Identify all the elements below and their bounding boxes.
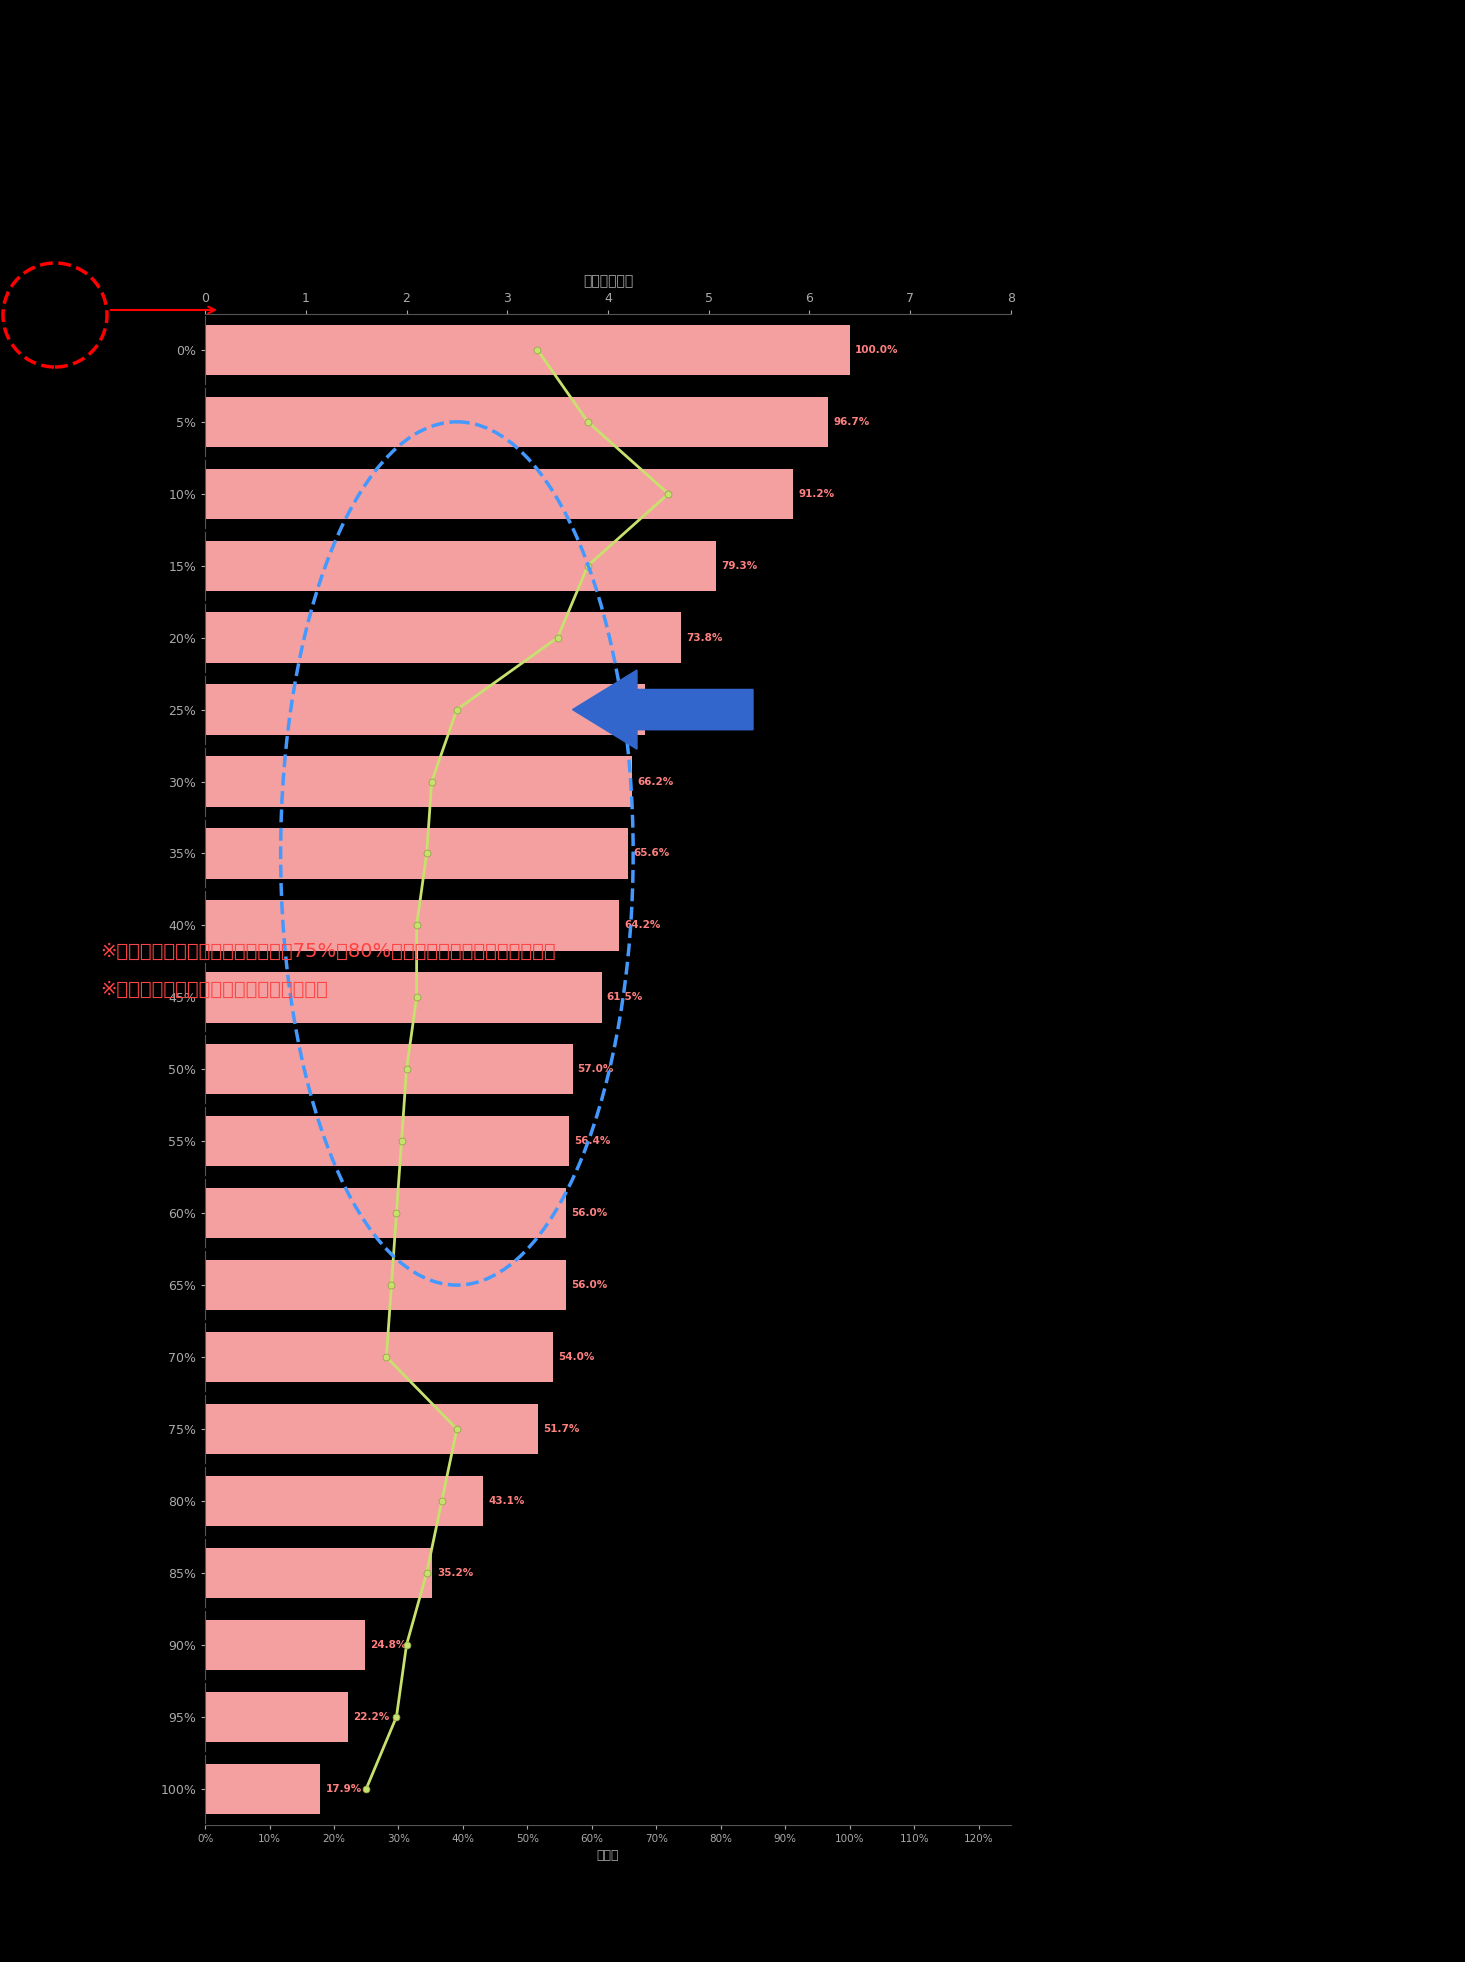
- Bar: [205, 1187, 565, 1238]
- Bar: [205, 1332, 554, 1381]
- Polygon shape: [573, 669, 753, 749]
- Bar: [205, 828, 628, 879]
- Text: 43.1%: 43.1%: [488, 1495, 524, 1507]
- Bar: [205, 1116, 568, 1165]
- Text: 91.2%: 91.2%: [798, 489, 834, 498]
- Text: 96.7%: 96.7%: [834, 416, 870, 428]
- Text: 56.0%: 56.0%: [571, 1279, 608, 1291]
- Text: 64.2%: 64.2%: [624, 920, 661, 930]
- Bar: [205, 612, 681, 663]
- Text: 54.0%: 54.0%: [558, 1352, 595, 1362]
- Bar: [205, 755, 631, 806]
- Text: 79.3%: 79.3%: [721, 561, 757, 571]
- Bar: [205, 1691, 349, 1742]
- X-axis label: 平均閲覧時間: 平均閲覧時間: [583, 275, 633, 288]
- Bar: [205, 685, 646, 734]
- Text: 61.5%: 61.5%: [607, 993, 643, 1003]
- Bar: [205, 1548, 432, 1597]
- Text: 73.8%: 73.8%: [686, 632, 722, 644]
- Bar: [205, 324, 850, 375]
- Bar: [205, 469, 793, 518]
- Bar: [205, 1621, 365, 1670]
- Text: 35.2%: 35.2%: [437, 1568, 473, 1577]
- Text: ※平均閲覧時間がぐっと落ちる箇所が減少: ※平均閲覧時間がぐっと落ちる箇所が減少: [100, 979, 328, 999]
- Text: 56.4%: 56.4%: [574, 1136, 611, 1146]
- Text: 56.0%: 56.0%: [571, 1209, 608, 1218]
- Text: 100.0%: 100.0%: [856, 345, 898, 355]
- Text: 17.9%: 17.9%: [325, 1783, 362, 1793]
- Bar: [205, 1044, 573, 1095]
- Bar: [205, 901, 618, 950]
- Bar: [205, 1405, 538, 1454]
- Bar: [205, 1475, 483, 1526]
- Text: 51.7%: 51.7%: [544, 1424, 580, 1434]
- Text: 57.0%: 57.0%: [577, 1063, 614, 1075]
- Bar: [205, 1764, 321, 1813]
- Bar: [205, 971, 602, 1022]
- Text: 66.2%: 66.2%: [637, 777, 674, 787]
- Text: ※ユーザーの離脱が緩やかになり、75%～80%地点まで半数のユーザーが到達: ※ユーザーの離脱が緩やかになり、75%～80%地点まで半数のユーザーが到達: [100, 942, 555, 961]
- Text: 24.8%: 24.8%: [371, 1640, 406, 1650]
- Text: 65.6%: 65.6%: [633, 848, 670, 859]
- Text: 68.3%: 68.3%: [650, 704, 687, 714]
- Bar: [205, 1260, 565, 1311]
- Text: 22.2%: 22.2%: [353, 1711, 390, 1723]
- Bar: [205, 540, 716, 591]
- Bar: [205, 396, 828, 447]
- X-axis label: 閲覧数: 閲覧数: [596, 1850, 620, 1862]
